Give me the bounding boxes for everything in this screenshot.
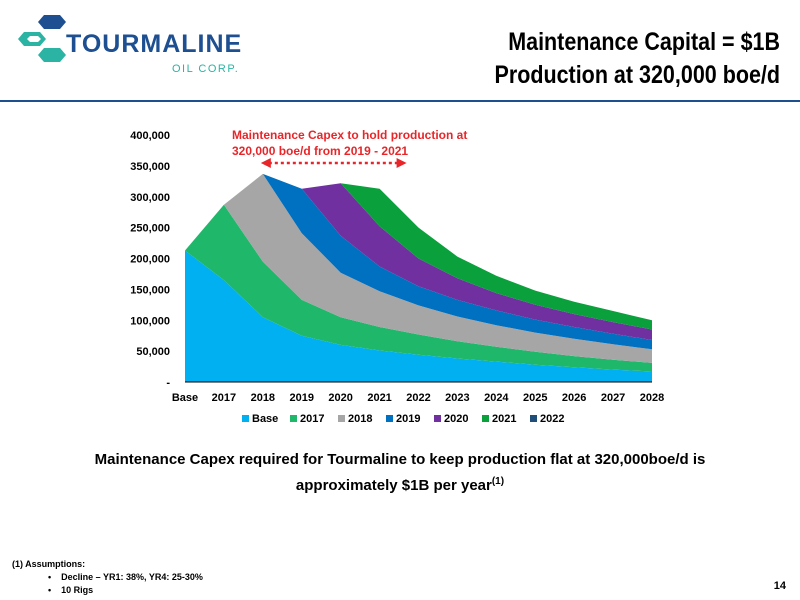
x-tick-label: 2017 xyxy=(212,392,236,404)
x-tick-label: 2022 xyxy=(406,392,430,404)
logo-subtitle: OIL CORP. xyxy=(172,63,239,75)
y-tick-label: 50,000 xyxy=(136,346,170,358)
production-area-chart: - 50,000 100,000 150,000 200,000 250,000 300,0… xyxy=(130,128,664,425)
legend-label-2022: 2022 xyxy=(540,413,564,425)
annotation-arrow-left-icon xyxy=(260,158,271,168)
area-2019 xyxy=(262,173,652,350)
y-tick-label: - xyxy=(166,377,170,389)
y-axis-ticks: - 50,000 100,000 150,000 200,000 250,000 300,0… xyxy=(130,130,170,389)
legend-label-2021: 2021 xyxy=(492,413,516,425)
caption: Maintenance Capex required for Tourmalin… xyxy=(40,449,760,497)
footnote: (1) Assumptions: Decline – YR1: 38%, YR4… xyxy=(12,558,203,597)
area-2021 xyxy=(340,183,652,330)
footnote-item: 10 Rigs xyxy=(61,584,203,597)
footnote-title: (1) Assumptions: xyxy=(12,559,86,569)
x-tick-label: 2024 xyxy=(484,392,509,404)
area-2018 xyxy=(223,173,652,363)
area-series-group xyxy=(185,173,652,383)
legend-label-base: Base xyxy=(252,413,278,425)
title-divider xyxy=(0,100,800,102)
legend-swatch-2017 xyxy=(290,415,297,422)
caption-line-1: Maintenance Capex required for Tourmalin… xyxy=(94,451,706,468)
title-line-1: Maintenance Capital = $1B xyxy=(508,28,780,56)
footnote-list: Decline – YR1: 38%, YR4: 25-30% 10 Rigs xyxy=(12,571,203,597)
logo-name: TOURMALINE xyxy=(66,30,242,58)
y-tick-label: 200,000 xyxy=(130,254,170,266)
y-tick-label: 150,000 xyxy=(130,284,170,296)
annotation: Maintenance Capex to hold production at … xyxy=(232,128,467,168)
area-2017 xyxy=(185,204,652,372)
annotation-arrow-right-icon xyxy=(396,158,407,168)
x-tick-label: 2023 xyxy=(445,392,469,404)
y-tick-label: 100,000 xyxy=(130,315,170,327)
x-tick-label: 2020 xyxy=(328,392,352,404)
x-tick-label: 2027 xyxy=(601,392,625,404)
x-tick-label: 2019 xyxy=(290,392,314,404)
area-base xyxy=(185,250,652,382)
legend-swatch-2020 xyxy=(434,415,441,422)
x-tick-label: 2018 xyxy=(251,392,275,404)
caption-footnote-ref: (1) xyxy=(491,476,505,487)
legend-swatch-base xyxy=(242,415,249,422)
legend-label-2018: 2018 xyxy=(348,413,372,425)
y-tick-label: 400,000 xyxy=(130,130,170,142)
x-tick-label: 2028 xyxy=(640,392,664,404)
x-tick-label: 2025 xyxy=(523,392,547,404)
x-tick-label: Base xyxy=(172,392,198,404)
logo-gem-icon xyxy=(18,15,66,62)
legend-swatch-2018 xyxy=(338,415,345,422)
slide-title: Maintenance Capital = $1B Production at … xyxy=(494,26,780,92)
footnote-item: Decline – YR1: 38%, YR4: 25-30% xyxy=(61,571,203,584)
annotation-line-1: Maintenance Capex to hold production at xyxy=(232,128,467,142)
annotation-line-2: 320,000 boe/d from 2019 - 2021 xyxy=(232,144,408,158)
x-tick-label: 2026 xyxy=(562,392,586,404)
legend-swatch-2019 xyxy=(386,415,393,422)
area-2020 xyxy=(301,183,652,340)
tourmaline-logo: TOURMALINE OIL CORP. xyxy=(18,15,242,75)
page-number: 14 xyxy=(773,580,786,592)
legend-swatch-2021 xyxy=(482,415,489,422)
y-tick-label: 300,000 xyxy=(130,192,170,204)
x-tick-label: 2021 xyxy=(367,392,391,404)
legend-label-2017: 2017 xyxy=(300,413,324,425)
x-axis-ticks: Base 2017 2018 2019 2020 2021 2022 2023 2024 2025… xyxy=(172,392,664,404)
chart-legend: Base 2017 2018 2019 2020 2021 2022 xyxy=(242,413,564,425)
legend-swatch-2022 xyxy=(530,415,537,422)
legend-label-2019: 2019 xyxy=(396,413,420,425)
y-tick-label: 250,000 xyxy=(130,223,170,235)
legend-label-2020: 2020 xyxy=(444,413,468,425)
y-tick-label: 350,000 xyxy=(130,161,170,173)
title-line-2: Production at 320,000 boe/d xyxy=(494,61,780,89)
caption-line-2: approximately $1B per year xyxy=(295,477,492,494)
